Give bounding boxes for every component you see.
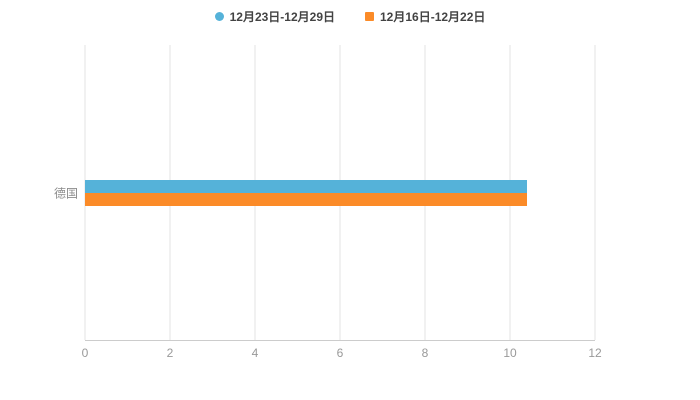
x-tick-label: 12 [588,346,602,360]
x-axis: 0 2 4 6 8 10 12 [81,346,602,362]
bar-series1[interactable] [85,179,527,193]
x-tick-label: 4 [251,346,259,360]
legend-item[interactable]: 12月16日-12月22日 [365,8,485,25]
x-tick-label: 8 [421,346,429,360]
y-axis: 德国 [0,45,78,340]
plot-area [84,45,596,341]
x-tick-label: 6 [336,346,344,360]
circle-marker-icon [214,12,224,21]
gridline [594,45,596,340]
y-category-label: 德国 [53,186,78,200]
legend-item[interactable]: 12月23日-12月29日 [214,8,335,25]
legend-label: 12月16日-12月22日 [380,10,486,24]
x-tick-label: 10 [503,346,517,360]
legend-label: 12月23日-12月29日 [229,10,335,24]
x-tick-label: 2 [166,346,174,360]
bar-series2[interactable] [85,192,527,206]
square-marker-icon [365,12,374,21]
x-tick-label: 0 [81,346,89,360]
legend: 12月23日-12月29日 12月16日-12月22日 [0,8,700,25]
